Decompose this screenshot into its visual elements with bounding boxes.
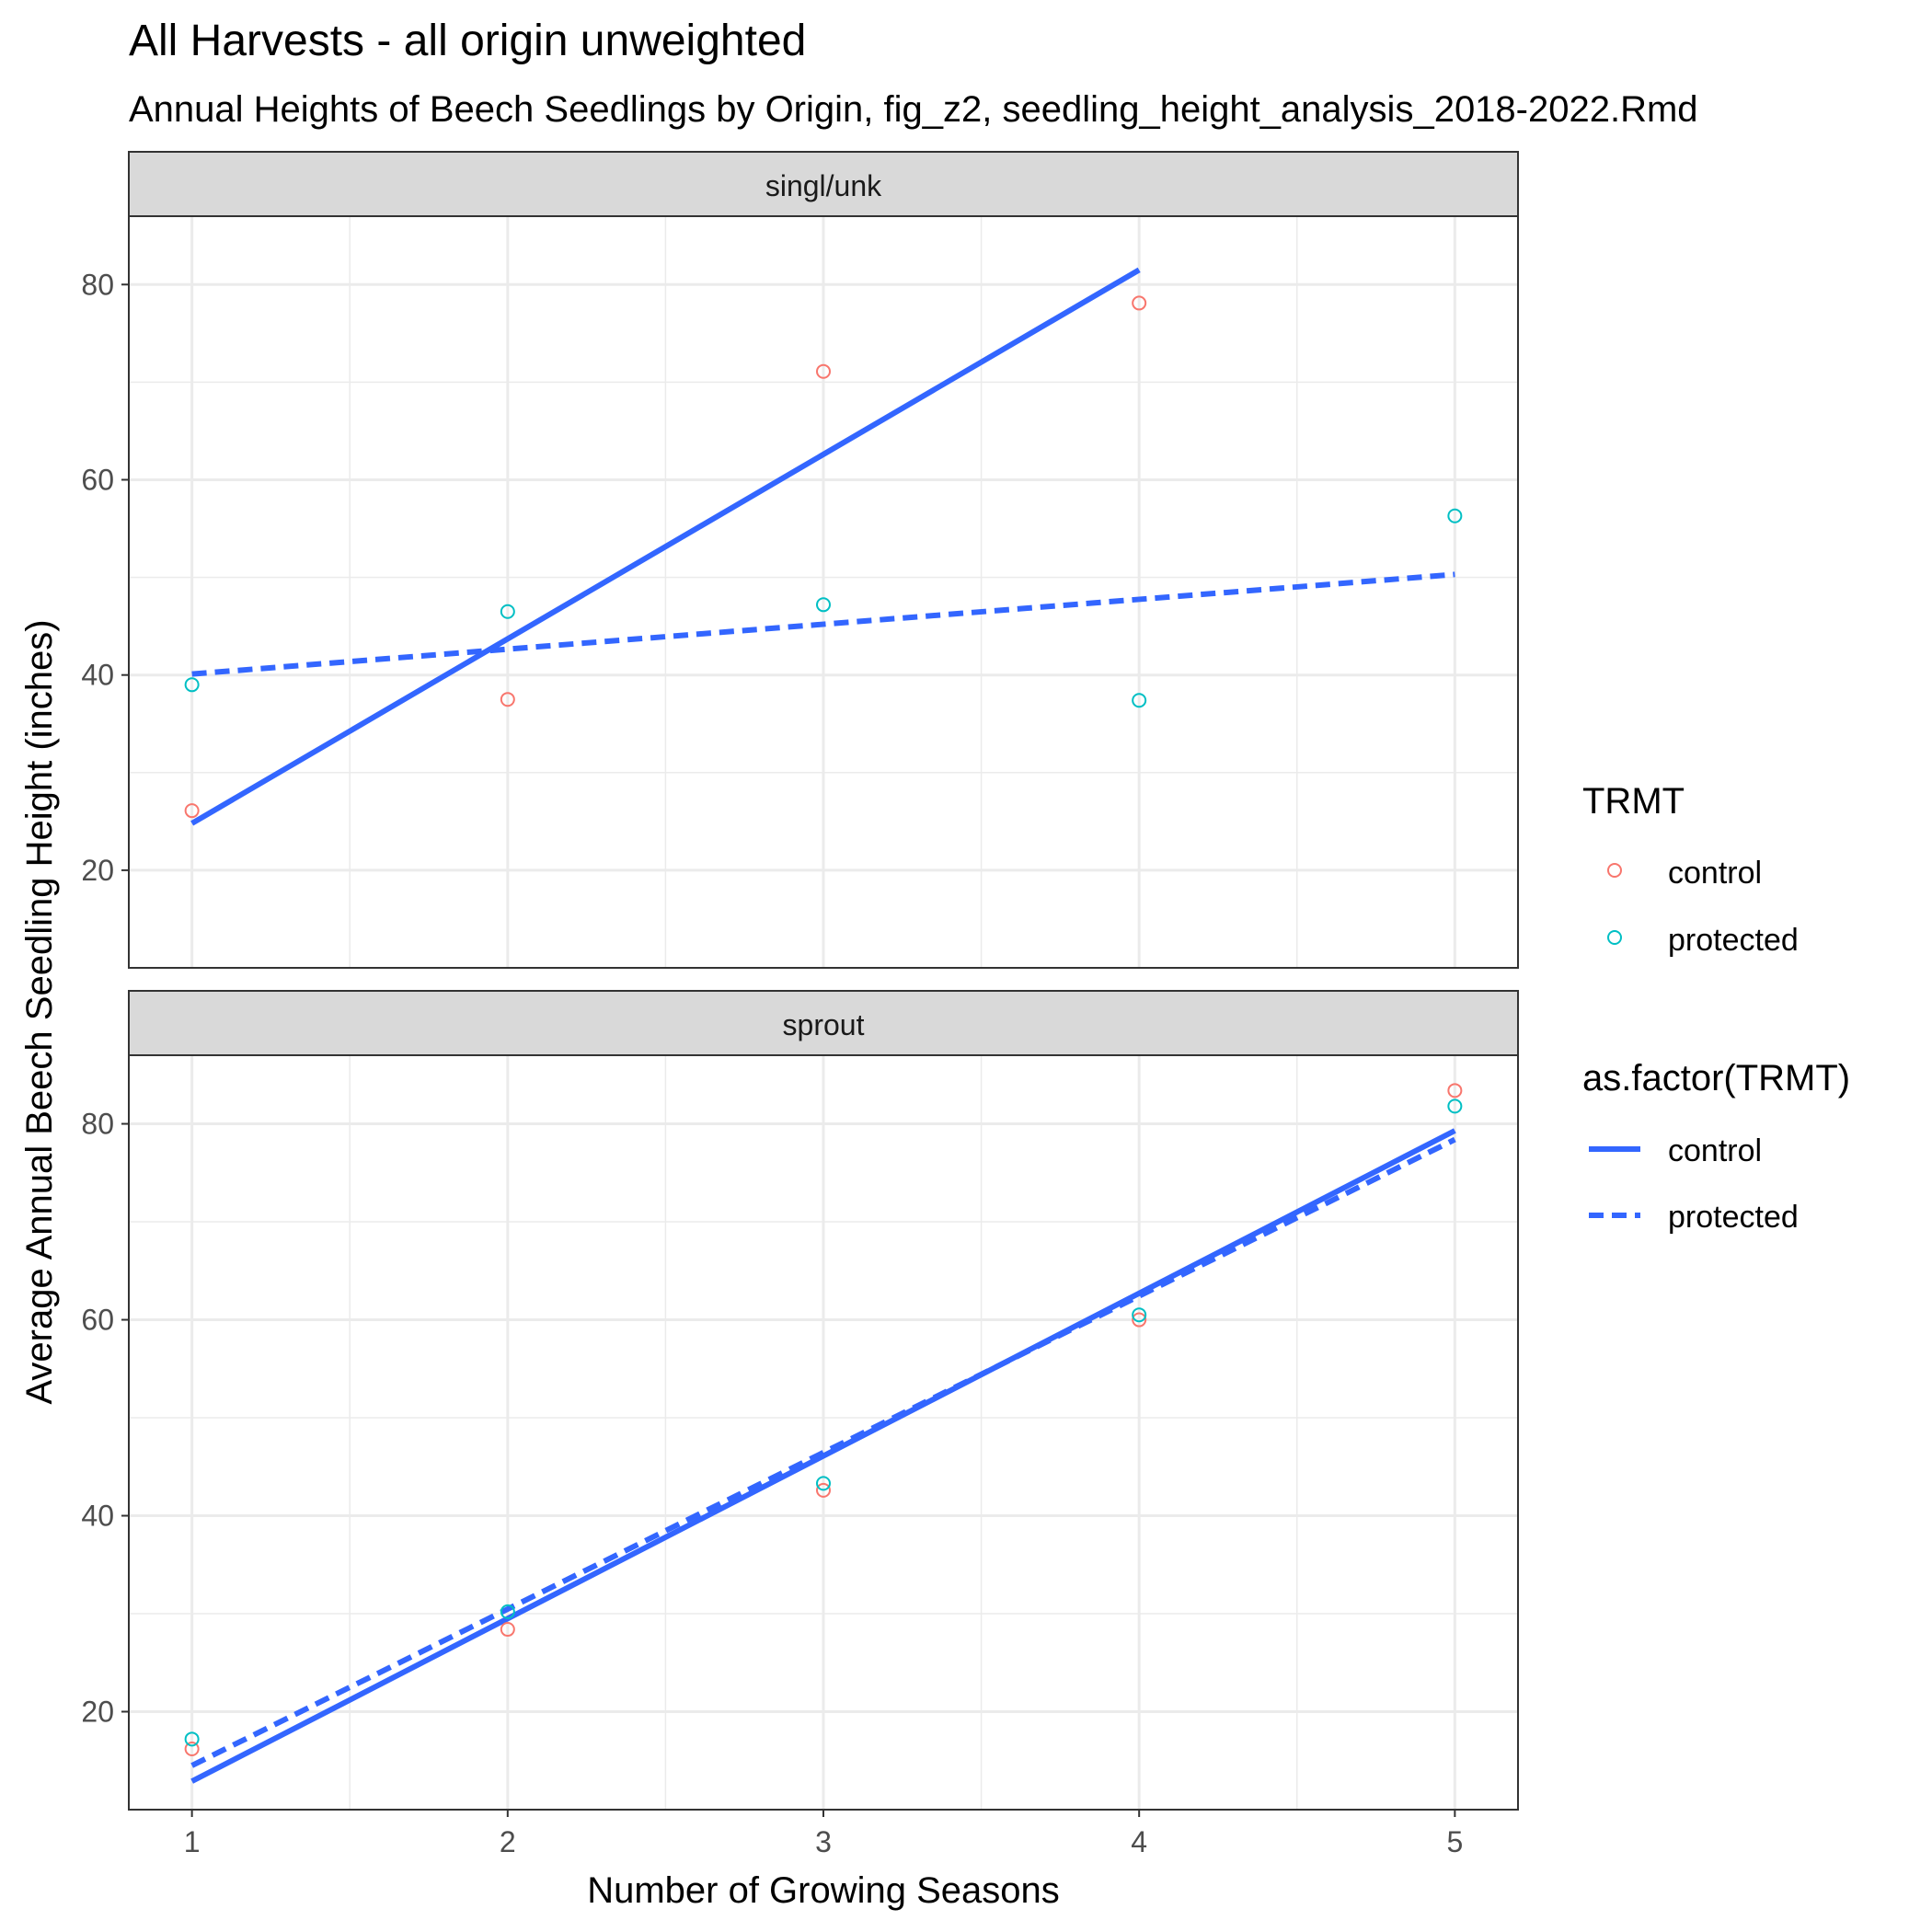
y-tick-label: 20 [81,854,114,887]
legend-points: TRMT control protected [1582,781,1799,958]
x-tick-label: 3 [815,1825,832,1858]
panel-top-points [184,295,1463,819]
panel-bottom-y-axis: 20 40 60 80 [81,1108,129,1729]
legend-marker-protected [1607,930,1622,945]
panel-top-border [128,215,1519,969]
panel-top-grid [129,216,1518,969]
fit-line-protected [190,1136,1456,1768]
fit-line-control [190,267,1141,826]
point-protected [1132,693,1147,708]
fit-line-protected [191,571,1455,677]
legend-points-title: TRMT [1582,781,1685,822]
y-tick-label: 60 [81,463,114,496]
y-tick-label: 80 [81,1108,114,1141]
y-tick-label: 60 [81,1304,114,1337]
panel-bottom-grid [129,1055,1518,1811]
point-protected [500,604,515,619]
point-control [500,692,515,707]
strip-bottom-background [128,990,1519,1056]
point-control [1132,1312,1147,1328]
x-tick-label: 5 [1446,1825,1463,1858]
point-protected [1132,1307,1147,1323]
point-control [184,803,200,819]
point-control [1132,295,1147,311]
panel-top-y-axis: 20 40 60 80 [81,268,129,887]
strip-top-label: singl/unk [765,169,882,202]
x-axis-label: Number of Growing Seasons [587,1870,1060,1911]
panel-top: singl/unk 20 40 60 80 [81,151,1519,969]
legend-label-protected: protected [1668,923,1799,958]
legend-line-label-protected: protected [1668,1200,1799,1235]
chart-subtitle: Annual Heights of Beech Seedlings by Ori… [129,89,1698,130]
point-control [184,1741,200,1756]
y-tick-label: 40 [81,659,114,692]
point-protected [184,1731,200,1747]
panel-top-fit-lines [190,267,1455,826]
panel-bottom-points [184,1083,1463,1756]
chart-title: All Harvests - all origin unweighted [129,17,806,65]
x-tick-label: 2 [500,1825,516,1858]
y-tick-label: 80 [81,268,114,301]
point-control [500,1622,515,1638]
legend-lines-title: as.factor(TRMT) [1582,1058,1850,1098]
panel-bottom: sprout 20 40 60 80 [81,990,1519,1811]
fit-line-control [190,1128,1456,1784]
strip-top-background [128,151,1519,217]
point-control [1447,1083,1463,1098]
panel-bottom-fit-lines [190,1128,1456,1784]
legend-lines: as.factor(TRMT) control protected [1582,1058,1850,1235]
point-protected [184,677,200,693]
legend-label-control: control [1668,856,1762,891]
point-protected [1447,508,1463,523]
point-protected [500,1604,515,1619]
point-control [816,1482,831,1498]
point-control [816,363,831,379]
y-tick-label: 40 [81,1500,114,1533]
y-axis-label: Average Annual Beech Seedling Height (in… [19,619,60,1404]
point-protected [816,597,831,613]
point-protected [816,1476,831,1491]
point-protected [1447,1098,1463,1114]
x-tick-label: 1 [184,1825,201,1858]
x-tick-label: 4 [1131,1825,1147,1858]
legend-line-label-control: control [1668,1133,1762,1168]
strip-bottom-label: sprout [783,1008,865,1041]
legend-marker-control [1607,863,1622,878]
y-tick-label: 20 [81,1696,114,1729]
x-axis: 1 2 3 4 5 [184,1810,1463,1858]
